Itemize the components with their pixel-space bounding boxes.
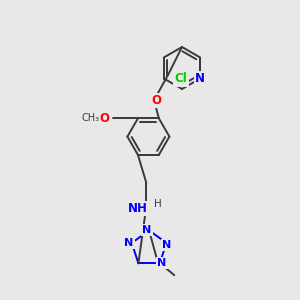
Text: N: N	[162, 240, 171, 250]
Text: N: N	[124, 238, 134, 248]
Text: CH₃: CH₃	[82, 113, 100, 123]
Text: N: N	[195, 72, 205, 85]
Text: Cl: Cl	[175, 73, 188, 85]
Text: N: N	[142, 225, 152, 236]
Text: O: O	[100, 112, 110, 125]
Text: NH: NH	[128, 202, 148, 215]
Text: N: N	[157, 258, 167, 268]
Text: H: H	[154, 199, 162, 208]
Text: O: O	[151, 94, 161, 107]
